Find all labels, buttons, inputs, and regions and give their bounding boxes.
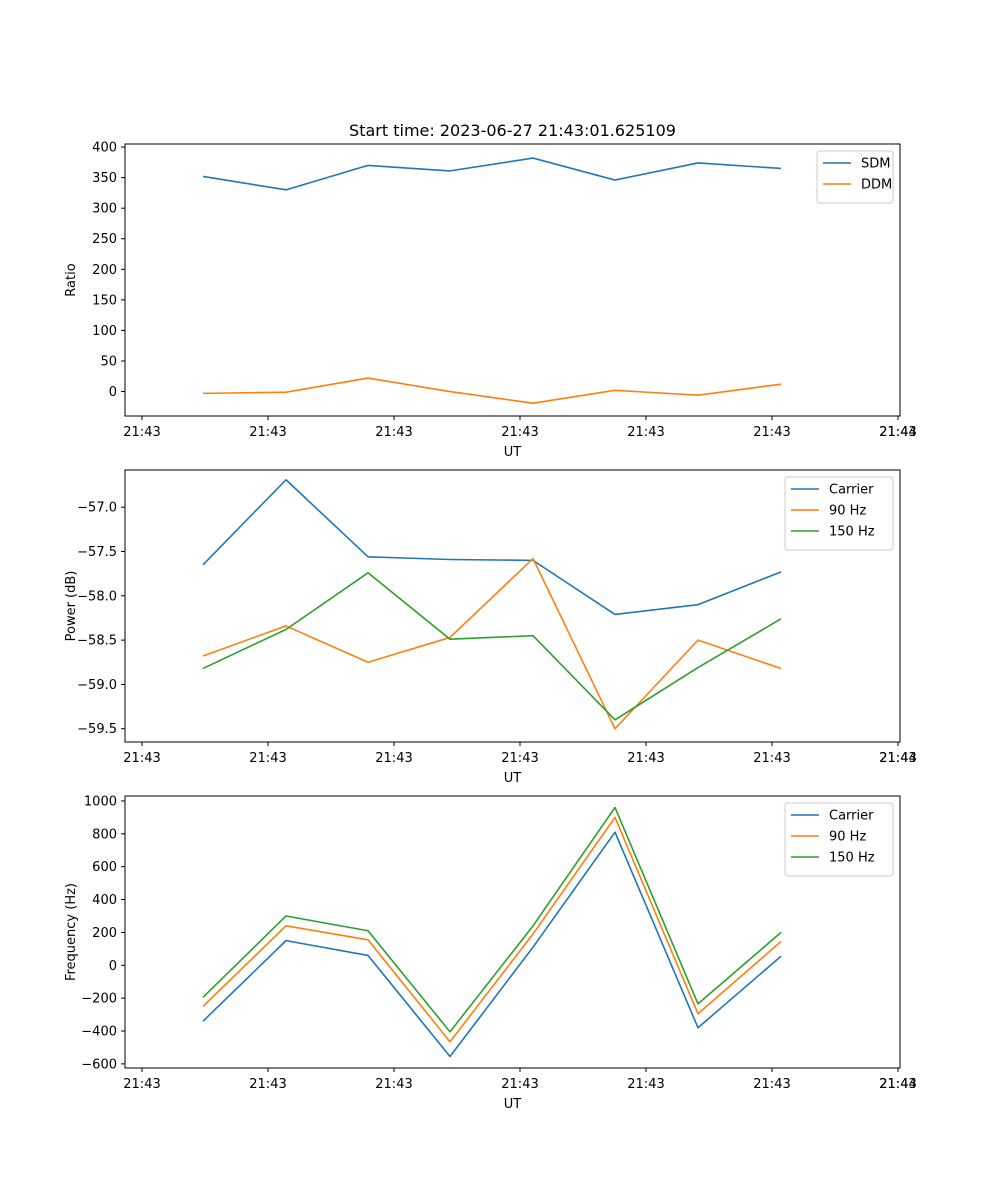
y-tick-label: 50 <box>100 354 117 369</box>
legend: Carrier 90 Hz 150 Hz <box>784 802 894 877</box>
y-tick-label: −600 <box>81 1057 117 1072</box>
legend-label: 150 Hz <box>829 851 875 866</box>
x-tick-label: 21:43 <box>753 751 790 766</box>
legend-label: DDM <box>861 178 892 193</box>
x-tick-label: 21:43 <box>375 425 412 440</box>
x-tick-label: 21:44 <box>879 1077 916 1092</box>
axes-frame <box>124 469 901 743</box>
y-tick-label: 100 <box>92 324 117 339</box>
y-tick-label: 400 <box>92 141 117 156</box>
x-tick-label: 21:43 <box>627 751 664 766</box>
legend-label: 150 Hz <box>829 525 875 540</box>
x-tick-label: 21:43 <box>123 1077 160 1092</box>
x-tick-label: 21:43 <box>501 425 538 440</box>
y-tick-label: 300 <box>92 202 117 217</box>
x-tick-label: 21:43 <box>249 751 286 766</box>
x-tick-label: 21:43 <box>753 1077 790 1092</box>
y-tick-label: −58.5 <box>77 634 117 649</box>
y-tick-label: −57.0 <box>77 501 117 516</box>
y-axis-label: Ratio <box>64 263 79 296</box>
axes-frame <box>124 143 901 417</box>
legend: Carrier 90 Hz 150 Hz <box>784 476 894 551</box>
y-tick-label: 0 <box>109 385 117 400</box>
x-tick-label: 21:43 <box>249 425 286 440</box>
x-tick-label: 21:43 <box>123 751 160 766</box>
legend-label: SDM <box>861 157 890 172</box>
series-line-ddm <box>202 377 782 404</box>
y-tick-label: 250 <box>92 232 117 247</box>
y-tick-label: −57.5 <box>77 545 117 560</box>
x-tick-label: 21:43 <box>375 751 412 766</box>
series-line-150-hz <box>202 571 782 721</box>
legend-label: Carrier <box>829 809 874 824</box>
x-tick-label: 21:43 <box>249 1077 286 1092</box>
y-axis-label: Power (dB) <box>64 571 79 642</box>
y-tick-label: −200 <box>81 992 117 1007</box>
y-tick-label: 1000 <box>84 794 117 809</box>
axes-frame <box>124 795 901 1069</box>
series-line-150-hz <box>202 806 782 1033</box>
y-tick-label: 600 <box>92 860 117 875</box>
y-tick-label: 200 <box>92 263 117 278</box>
x-tick-label: 21:43 <box>627 1077 664 1092</box>
legend-label: Carrier <box>829 483 874 498</box>
x-tick-label: 21:44 <box>879 425 916 440</box>
y-tick-label: 350 <box>92 171 117 186</box>
y-tick-label: −58.0 <box>77 589 117 604</box>
legend: SDM DDM <box>816 150 894 204</box>
x-tick-label: 21:43 <box>753 425 790 440</box>
series-line-90-hz <box>202 557 782 730</box>
x-axis-label: UT <box>504 445 522 460</box>
y-tick-label: −400 <box>81 1025 117 1040</box>
legend-box <box>816 150 894 204</box>
x-tick-label: 21:43 <box>375 1077 412 1092</box>
legend-label: 90 Hz <box>829 504 866 519</box>
y-tick-label: 150 <box>92 293 117 308</box>
x-tick-label: 21:44 <box>879 751 916 766</box>
chart-1: Start time: 2023-06-27 21:43:01.625109 0 5… <box>64 121 917 460</box>
y-axis-label: Frequency (Hz) <box>64 883 79 981</box>
y-tick-label: 0 <box>109 959 117 974</box>
y-tick-label: −59.0 <box>77 678 117 693</box>
x-tick-label: 21:43 <box>123 425 160 440</box>
y-tick-label: 800 <box>92 827 117 842</box>
series-line-90-hz <box>202 816 782 1043</box>
x-tick-label: 21:43 <box>879 425 916 440</box>
series-line-sdm <box>202 157 782 191</box>
x-tick-label: 21:43 <box>627 425 664 440</box>
legend-label: 90 Hz <box>829 830 866 845</box>
y-tick-label: 200 <box>92 926 117 941</box>
x-tick-label: 21:43 <box>501 751 538 766</box>
x-axis-label: UT <box>504 771 522 786</box>
chart-title: Start time: 2023-06-27 21:43:01.625109 <box>349 121 676 140</box>
y-tick-label: 400 <box>92 893 117 908</box>
x-tick-label: 21:43 <box>879 1077 916 1092</box>
chart-2: −59.5 −59.0 −58.5 −58.0 −57.5 −57.0 21:43 21:43… <box>64 469 917 786</box>
x-tick-label: 21:43 <box>879 751 916 766</box>
x-axis-label: UT <box>504 1097 522 1112</box>
series-line-carrier <box>202 478 782 616</box>
x-tick-label: 21:43 <box>501 1077 538 1092</box>
series-line-carrier <box>202 831 782 1058</box>
y-tick-label: −59.5 <box>77 722 117 737</box>
